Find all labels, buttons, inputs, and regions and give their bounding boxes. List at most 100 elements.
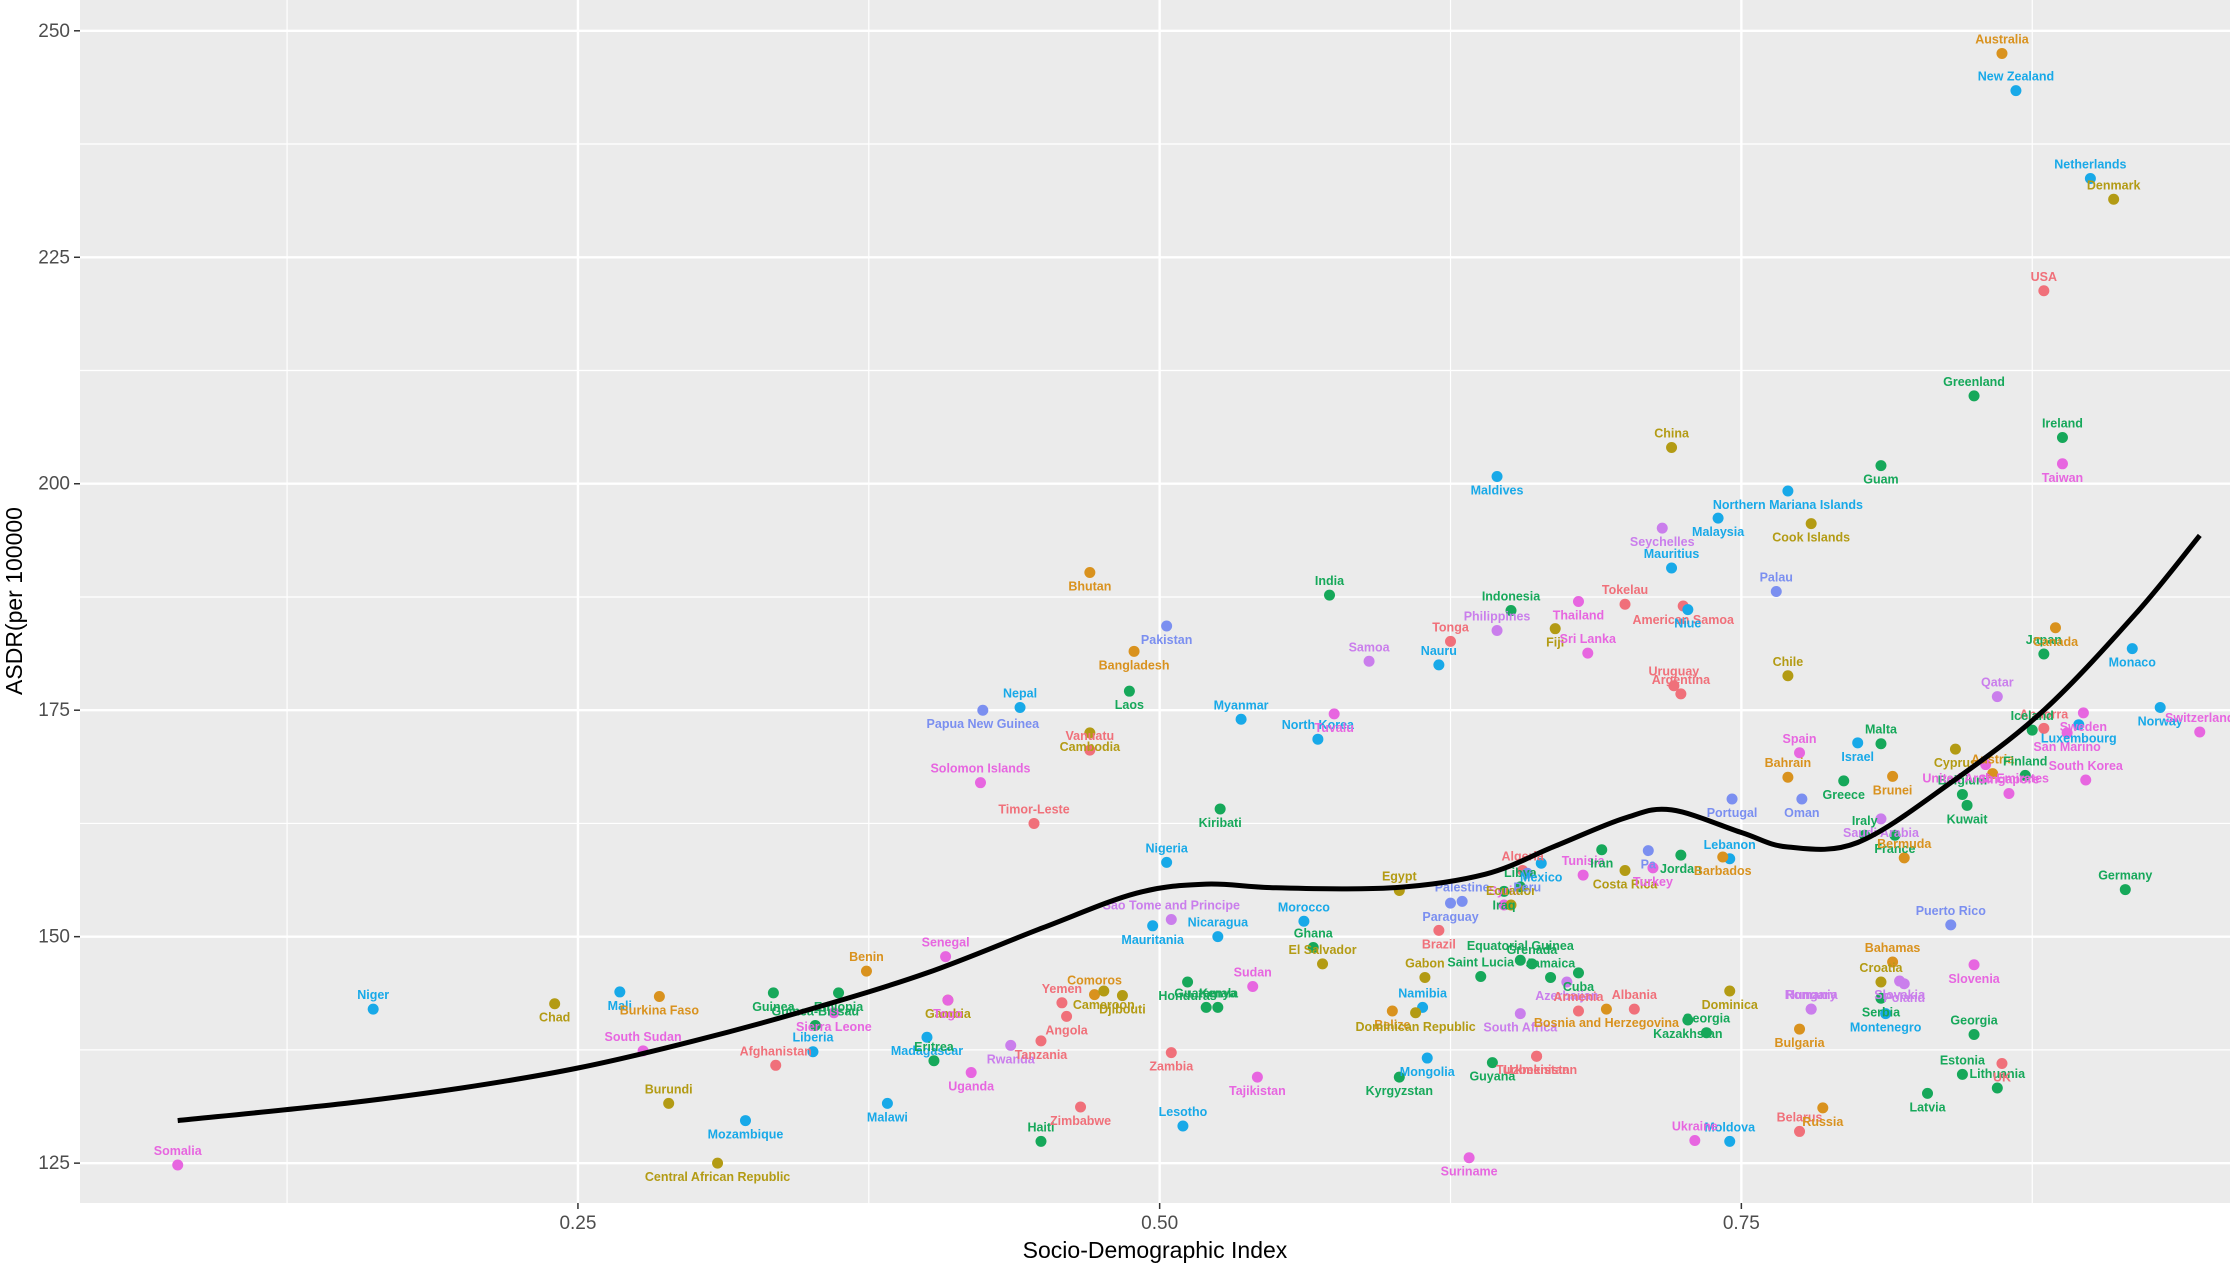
data-label: Gabon (1405, 956, 1445, 970)
data-label: Togo (933, 1007, 963, 1021)
data-point (1968, 959, 1980, 971)
data-point (1647, 862, 1659, 874)
data-point (807, 1046, 819, 1058)
data-label: Mauritius (1644, 547, 1700, 561)
data-label: Laos (1115, 698, 1144, 712)
data-point (833, 987, 845, 999)
data-point (1666, 562, 1678, 574)
data-point (977, 704, 989, 716)
data-point (1324, 589, 1336, 601)
data-label: Poland (1883, 991, 1925, 1005)
data-label: Burundi (645, 1082, 693, 1096)
data-label: Mali (608, 999, 632, 1013)
data-point (739, 1115, 751, 1127)
data-point (1298, 915, 1310, 927)
data-label: Serbia (1862, 1005, 1901, 1019)
data-point (1498, 885, 1510, 897)
data-label: Iraly (1852, 814, 1878, 828)
data-point (1084, 727, 1096, 739)
data-point (1386, 1005, 1398, 1017)
data-point (1312, 733, 1324, 745)
data-label: Papua New Guinea (927, 717, 1041, 731)
data-point (1200, 1001, 1212, 1013)
data-label: Tunisia (1562, 854, 1606, 868)
data-point (1689, 1134, 1701, 1146)
data-point (1182, 976, 1194, 988)
data-label: Sudan (1234, 965, 1272, 979)
data-point (1061, 1010, 1073, 1022)
data-point (2026, 724, 2038, 736)
data-label: Northern Mariana Islands (1713, 498, 1863, 512)
x-tick-label: 0.25 (559, 1213, 596, 1234)
data-label: Norway (2138, 714, 2183, 728)
data-label: Rwanda (987, 1052, 1036, 1066)
data-point (928, 1055, 940, 1067)
data-point (1475, 971, 1487, 983)
data-point (1486, 1057, 1498, 1069)
data-label: Morocco (1278, 900, 1330, 914)
data-point (549, 998, 561, 1010)
y-tick-label: 150 (38, 927, 70, 948)
data-label: USA (2031, 270, 2057, 284)
data-label: Ireland (2042, 417, 2083, 431)
data-point (653, 990, 665, 1002)
data-label: Comoros (1067, 974, 1122, 988)
data-point (1014, 701, 1026, 713)
data-label: Dominica (1702, 998, 1759, 1012)
data-label: Malta (1865, 723, 1898, 737)
data-point (1572, 967, 1584, 979)
data-label: Puerto Rico (1916, 904, 1987, 918)
data-label: Nicaragua (1188, 916, 1249, 930)
data-point (1128, 645, 1140, 657)
data-label: Hungary (1786, 988, 1837, 1002)
data-point (1056, 997, 1068, 1009)
data-label: Mexico (1520, 870, 1563, 884)
data-point (1805, 1003, 1817, 1015)
data-label: Vanuatu (1066, 729, 1115, 743)
data-point (1419, 971, 1431, 983)
data-point (1724, 1135, 1736, 1147)
data-point (2073, 719, 2085, 731)
data-point (1619, 865, 1631, 877)
data-point (1794, 1023, 1806, 1035)
data-label: Cambodia (1060, 740, 1121, 754)
data-label: Burkina Faso (620, 1003, 700, 1017)
data-point (1875, 738, 1887, 750)
data-point (1596, 844, 1608, 856)
data-label: Mongolia (1400, 1065, 1456, 1079)
data-point (1968, 390, 1980, 402)
data-point (974, 777, 986, 789)
data-point (1817, 1102, 1829, 1114)
data-point (1028, 817, 1040, 829)
data-point (2038, 722, 2050, 734)
data-point (1956, 788, 1968, 800)
data-label: Monaco (2109, 656, 2157, 670)
data-point (1682, 1014, 1694, 1026)
data-label: Eritrea (914, 1040, 955, 1054)
data-point (1363, 655, 1375, 667)
data-label: Portugal (1707, 806, 1758, 820)
data-point (1880, 1008, 1892, 1020)
data-label: Guam (1863, 473, 1898, 487)
data-label: El Salvador (1288, 943, 1356, 957)
data-point (1561, 976, 1573, 988)
data-point (921, 1031, 933, 1043)
data-point (1887, 956, 1899, 968)
data-label: Sri Lanka (1560, 632, 1617, 646)
data-point (1619, 598, 1631, 610)
data-label: South Africa (1483, 1021, 1558, 1035)
data-point (1898, 978, 1910, 990)
data-point (1549, 623, 1561, 635)
data-point (942, 994, 954, 1006)
data-label: Bermuda (1877, 837, 1932, 851)
data-label: Palau (1760, 571, 1793, 585)
data-point (1491, 470, 1503, 482)
data-label: Pa (1641, 858, 1657, 872)
data-point (1456, 895, 1468, 907)
data-point (2056, 432, 2068, 444)
data-label: Bhutan (1068, 580, 1111, 594)
data-label: Ukraine (1672, 1119, 1718, 1133)
data-point (1177, 1120, 1189, 1132)
data-label: Maldives (1471, 483, 1524, 497)
data-point (1445, 635, 1457, 647)
